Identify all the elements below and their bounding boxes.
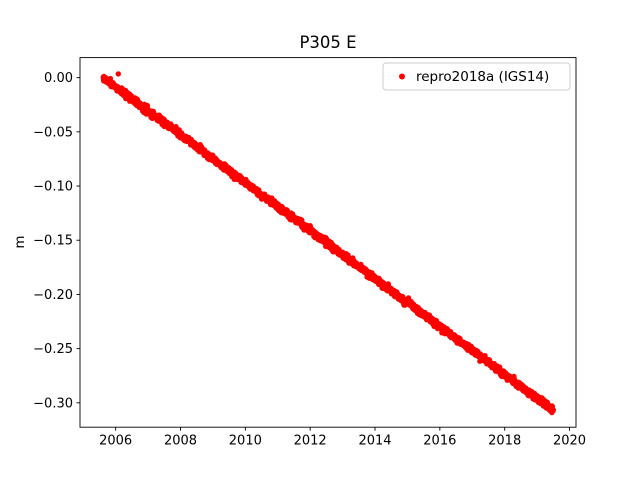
x-tick-label: 2008 [164, 434, 197, 449]
y-tick-label: −0.30 [33, 396, 73, 411]
y-tick-label: −0.20 [33, 288, 73, 303]
x-tick-label: 2006 [99, 434, 132, 449]
y-tick-label: −0.25 [33, 342, 73, 357]
y-tick-label: 0.00 [44, 71, 73, 86]
data-point [405, 295, 412, 301]
y-axis-label: m [12, 235, 28, 248]
scatter-series [100, 71, 556, 416]
legend: repro2018a (IGS14) [382, 62, 571, 91]
data-point [550, 407, 556, 413]
x-tick-label: 2020 [553, 434, 586, 449]
y-tick-label: −0.10 [33, 180, 73, 195]
legend-label: repro2018a (IGS14) [416, 69, 549, 85]
x-tick-label: 2010 [229, 434, 262, 449]
x-tick-label: 2012 [294, 434, 327, 449]
outlier-point [115, 71, 122, 77]
y-tick-label: −0.05 [33, 125, 73, 140]
axes: 2006 2008 2010 2012 2014 2016 2018 2020 0.00 −0.0… [33, 57, 586, 449]
x-tick-label: 2018 [488, 434, 521, 449]
series-points [100, 71, 556, 416]
x-tick-label: 2016 [423, 434, 456, 449]
y-tick-label: −0.15 [33, 234, 73, 249]
legend-marker-icon [399, 73, 405, 80]
x-tick-label: 2014 [358, 434, 391, 449]
axes-spines [79, 57, 577, 428]
chart-title: P305 E [299, 33, 356, 52]
legend-frame [382, 62, 571, 91]
